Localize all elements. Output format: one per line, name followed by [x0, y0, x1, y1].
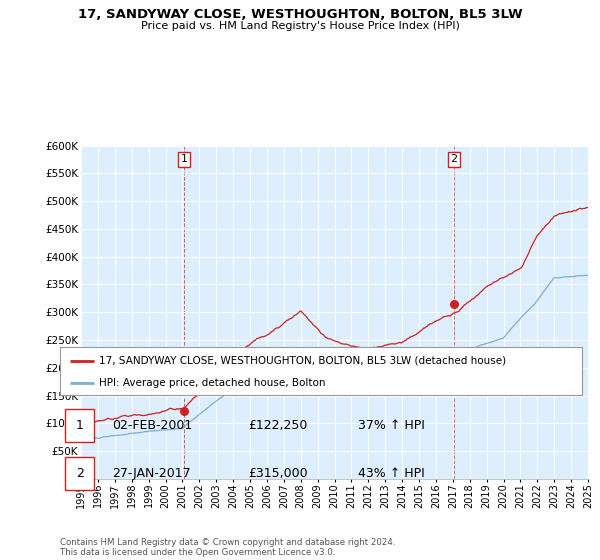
Point	[179, 407, 189, 416]
Text: 17, SANDYWAY CLOSE, WESTHOUGHTON, BOLTON, BL5 3LW: 17, SANDYWAY CLOSE, WESTHOUGHTON, BOLTON…	[77, 8, 523, 21]
Text: 1: 1	[181, 155, 188, 165]
Bar	[65, 457, 94, 490]
Text: 17, SANDYWAY CLOSE, WESTHOUGHTON, BOLTON, BL5 3LW (detached house): 17, SANDYWAY CLOSE, WESTHOUGHTON, BOLTON…	[99, 356, 506, 366]
Text: 1: 1	[76, 419, 83, 432]
Text: £315,000: £315,000	[248, 467, 308, 480]
Text: 27-JAN-2017: 27-JAN-2017	[112, 467, 191, 480]
Text: Contains HM Land Registry data © Crown copyright and database right 2024.
This d: Contains HM Land Registry data © Crown c…	[60, 538, 395, 557]
Text: £122,250: £122,250	[248, 419, 307, 432]
Text: 2: 2	[76, 467, 83, 480]
Text: Price paid vs. HM Land Registry's House Price Index (HPI): Price paid vs. HM Land Registry's House …	[140, 21, 460, 31]
Text: 02-FEB-2001: 02-FEB-2001	[112, 419, 193, 432]
Text: 37% ↑ HPI: 37% ↑ HPI	[358, 419, 424, 432]
Text: 2: 2	[451, 155, 458, 165]
Point	[449, 300, 459, 309]
Text: 43% ↑ HPI: 43% ↑ HPI	[358, 467, 424, 480]
Text: HPI: Average price, detached house, Bolton: HPI: Average price, detached house, Bolt…	[99, 378, 326, 388]
Bar	[65, 409, 94, 442]
